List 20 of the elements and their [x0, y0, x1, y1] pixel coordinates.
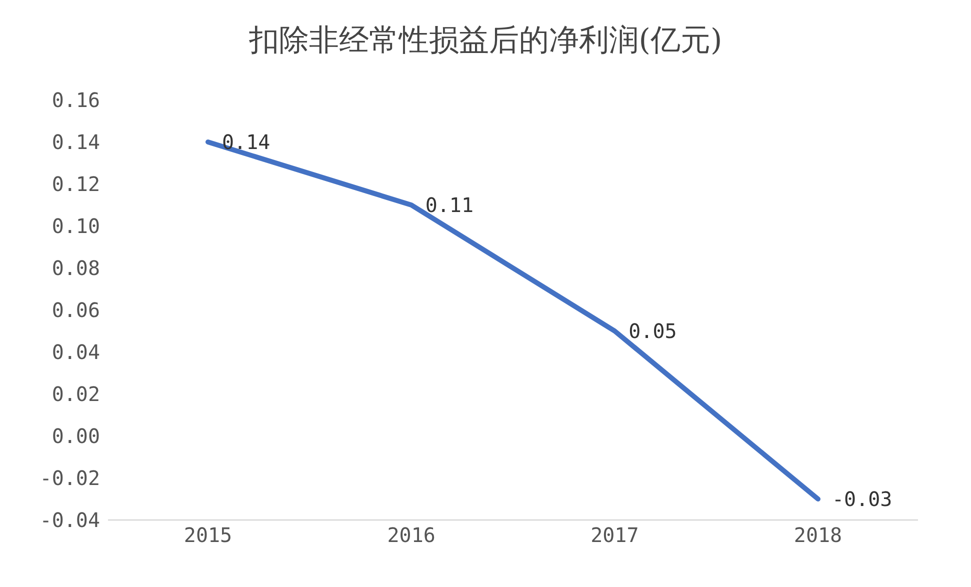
y-tick-label: 0.16 [52, 88, 100, 112]
y-tick-label: 0.06 [52, 298, 100, 322]
x-tick-label: 2018 [794, 523, 842, 548]
data-label: 0.14 [222, 130, 270, 154]
y-tick-label: 0.02 [52, 382, 100, 406]
y-tick-label: 0.00 [52, 424, 100, 448]
x-tick-label: 2017 [590, 523, 639, 548]
y-tick-label: -0.04 [40, 508, 100, 532]
data-label: -0.03 [832, 487, 892, 512]
x-tick-label: 2015 [184, 523, 232, 548]
y-tick-label: 0.14 [52, 130, 100, 154]
chart-title: 扣除非经常性损益后的净利润(亿元) [248, 22, 724, 60]
y-tick-label: -0.02 [40, 466, 100, 490]
y-tick-label: 0.10 [52, 214, 100, 238]
data-label: 0.11 [425, 193, 474, 218]
x-tick-label: 2016 [387, 523, 436, 548]
data-label: 0.05 [628, 319, 677, 344]
y-tick-label: 0.04 [52, 340, 100, 364]
y-tick-label: 0.12 [52, 172, 100, 196]
y-tick-label: 0.08 [52, 256, 100, 280]
